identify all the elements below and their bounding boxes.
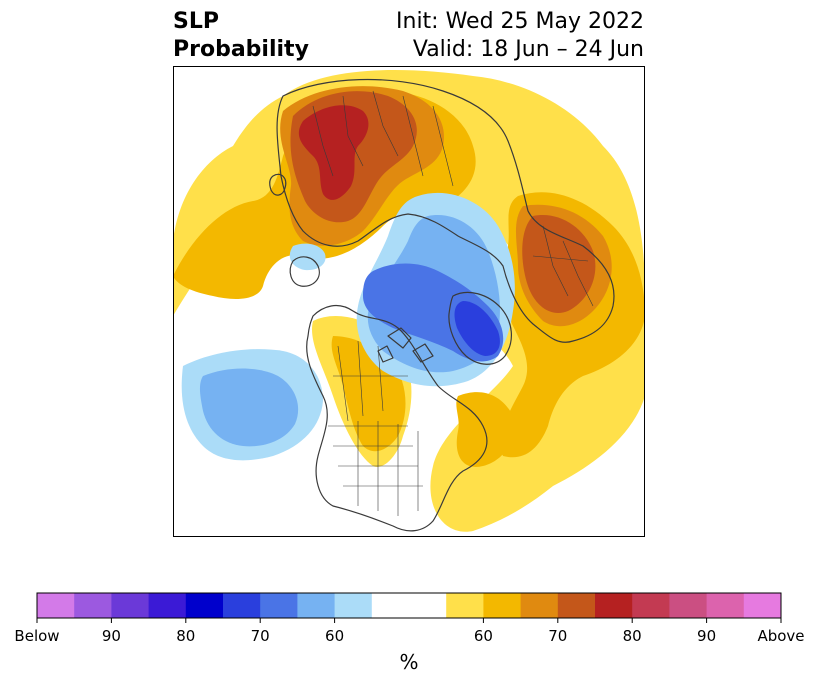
colorbar-tick-label: 80: [623, 627, 642, 645]
colorbar-tick-label: 80: [176, 627, 195, 645]
greenland-coast: [448, 291, 512, 365]
colorbar-tick-label: 90: [697, 627, 716, 645]
colorbar-segment: [706, 593, 745, 618]
title-line-1: SLP: [173, 9, 219, 34]
colorbar-segment: [334, 593, 373, 618]
canadian-archipelago: [377, 327, 434, 363]
canada-province-borders: [333, 340, 408, 422]
colorbar-segment: [185, 593, 224, 618]
below-75-arctic-field: [454, 301, 500, 356]
probability-map: [173, 66, 645, 537]
colorbar-tick-label: 90: [102, 627, 121, 645]
colorbar-unit-label: %: [399, 650, 418, 674]
colorbar-tick-label: Below: [14, 627, 59, 645]
us-state-borders: [328, 421, 423, 516]
map-title: SLP Probability: [173, 8, 309, 64]
colorbar-tick-label: Above: [757, 627, 804, 645]
colorbar-tick-label: 70: [548, 627, 567, 645]
colorbar-segment: [446, 593, 484, 618]
valid-range: Valid: 18 Jun – 24 Jun: [412, 37, 644, 62]
colorbar-frame: [36, 592, 782, 619]
colorbar-segment: [148, 593, 187, 618]
colorbar-segment: [595, 593, 633, 618]
title-line-2: Probability: [173, 37, 309, 62]
colorbar-segment: [520, 593, 559, 618]
eurasia-country-borders: [312, 90, 594, 307]
above-75-asia-field: [522, 215, 596, 314]
alaska-coast: [289, 256, 320, 287]
colorbar-tick-label: 60: [325, 627, 344, 645]
map-frame: [173, 66, 645, 537]
colorbar-segment: [669, 593, 708, 618]
colorbar-segments: [37, 593, 782, 618]
colorbar-segment: [223, 593, 261, 618]
colorbar-segment: [37, 593, 75, 618]
probability-colorbar: Below 90 80 70 60 60 70 80 90 Above %: [14, 592, 805, 674]
colorbar-tick-label: 70: [251, 627, 270, 645]
init-date: Init: Wed 25 May 2022: [396, 9, 644, 34]
colorbar-segment: [260, 593, 298, 618]
colorbar-segment: [483, 593, 522, 618]
above-80-europe-field: [298, 105, 369, 200]
land-outlines: [269, 78, 615, 532]
colorbar-ticks: Below 90 80 70 60 60 70 80 90 Above: [14, 618, 805, 645]
north-america-coast: [306, 304, 488, 532]
colorbar-segment: [74, 593, 112, 618]
forecast-dates: Init: Wed 25 May 2022 Valid: 18 Jun – 24…: [396, 8, 644, 64]
colorbar-tick-label: 60: [474, 627, 493, 645]
colorbar-segment: [632, 593, 670, 618]
colorbar-segment: [743, 593, 782, 618]
colorbar-segment: [111, 593, 150, 618]
british-isles-coast: [269, 173, 287, 196]
colorbar-segment: [297, 593, 336, 618]
colorbar-segment: [557, 593, 596, 618]
below-65-pacific-field: [199, 368, 299, 447]
colorbar-segment: [409, 593, 447, 618]
colorbar-segment: [371, 593, 410, 618]
eurasia-coast: [276, 78, 615, 343]
